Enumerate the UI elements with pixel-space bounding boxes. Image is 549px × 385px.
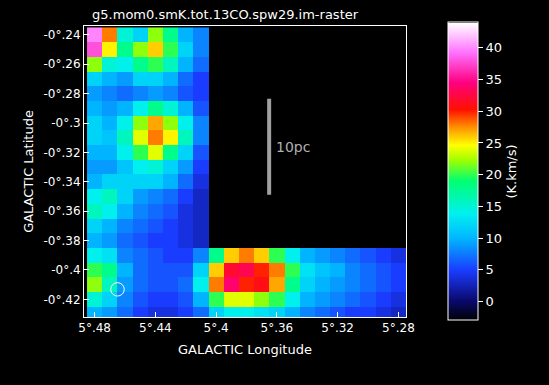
svg-text:-0°.4: -0°.4 bbox=[51, 263, 80, 277]
svg-text:40: 40 bbox=[486, 40, 503, 55]
svg-text:5°.44: 5°.44 bbox=[139, 321, 172, 335]
svg-text:-0°.28: -0°.28 bbox=[44, 87, 81, 101]
svg-text:5°.4: 5°.4 bbox=[204, 321, 229, 335]
svg-text:GALACTIC Longitude: GALACTIC Longitude bbox=[178, 342, 312, 357]
svg-text:15: 15 bbox=[486, 199, 503, 214]
svg-text:GALACTIC Latitude: GALACTIC Latitude bbox=[21, 110, 36, 233]
svg-text:-0°.24: -0°.24 bbox=[44, 28, 81, 42]
svg-text:5°.28: 5°.28 bbox=[382, 321, 415, 335]
svg-text:-0°.38: -0°.38 bbox=[44, 234, 81, 248]
svg-text:0: 0 bbox=[486, 294, 494, 309]
svg-text:30: 30 bbox=[486, 104, 503, 119]
svg-text:20: 20 bbox=[486, 167, 503, 182]
svg-text:10pc: 10pc bbox=[276, 139, 310, 155]
svg-text:-0°.26: -0°.26 bbox=[44, 57, 81, 71]
svg-text:(K.km/s): (K.km/s) bbox=[504, 144, 519, 198]
svg-text:-0°.34: -0°.34 bbox=[44, 175, 81, 189]
svg-text:-0°.3: -0°.3 bbox=[51, 116, 80, 130]
svg-text:5°.32: 5°.32 bbox=[321, 321, 354, 335]
svg-text:-0°.32: -0°.32 bbox=[44, 146, 81, 160]
svg-text:-0°.36: -0°.36 bbox=[44, 204, 81, 218]
svg-text:25: 25 bbox=[486, 136, 503, 151]
svg-text:g5.mom0.smK.tot.13CO.spw29.im-: g5.mom0.smK.tot.13CO.spw29.im-raster bbox=[92, 7, 359, 22]
svg-text:35: 35 bbox=[486, 72, 503, 87]
svg-text:5: 5 bbox=[486, 262, 494, 277]
svg-text:5°.36: 5°.36 bbox=[261, 321, 294, 335]
svg-text:5°.48: 5°.48 bbox=[78, 321, 111, 335]
svg-text:-0°.42: -0°.42 bbox=[44, 293, 81, 307]
svg-text:10: 10 bbox=[486, 231, 503, 246]
